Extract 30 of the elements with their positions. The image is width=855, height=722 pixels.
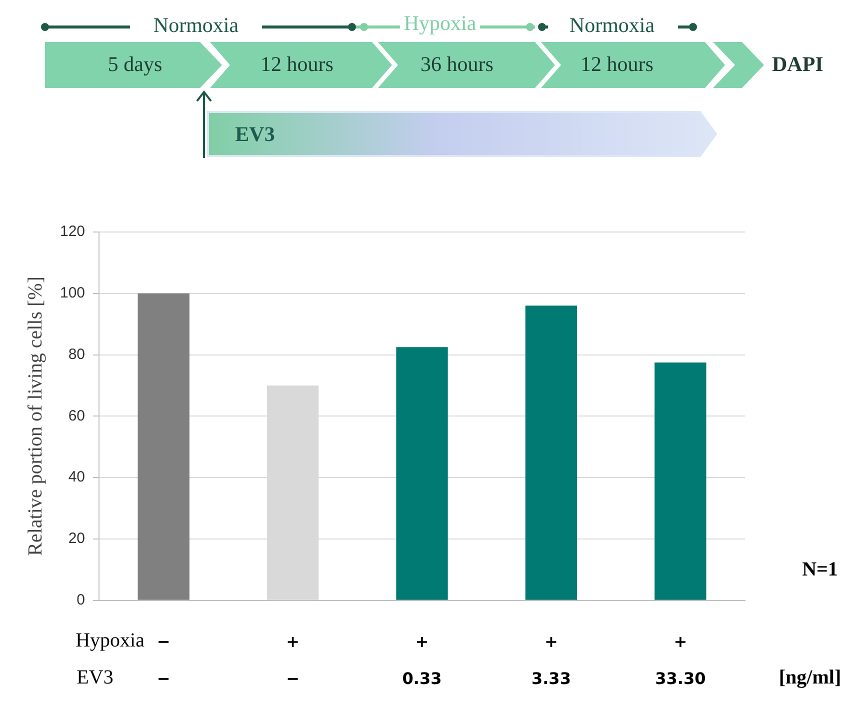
- x-tick-label: + 3.33: [531, 632, 571, 688]
- text: 12 hours: [260, 52, 334, 76]
- bar: [138, 293, 190, 600]
- text: N=1: [802, 558, 838, 581]
- text: Hypoxia: [76, 630, 145, 652]
- y-tick-label: 80: [68, 346, 86, 363]
- text: EV3: [76, 666, 114, 689]
- x-tick-label: − −: [156, 632, 170, 688]
- text: EV3: [235, 122, 275, 146]
- bar: [396, 347, 448, 600]
- x-tick-label: + 33.30: [655, 632, 706, 688]
- text: Hypoxia: [404, 10, 477, 35]
- y-tick-label: 60: [68, 407, 86, 424]
- y-tick-label: 120: [60, 223, 86, 240]
- text: 5 days: [108, 52, 162, 76]
- y-tick-label: 40: [68, 468, 86, 486]
- text: 36 hours: [420, 52, 494, 76]
- y-tick-label: 20: [68, 530, 86, 548]
- text: Normoxia: [569, 12, 656, 37]
- x-tick-label: + −: [286, 632, 300, 688]
- text: DAPI: [772, 52, 824, 76]
- text: [ng/ml]: [778, 666, 842, 689]
- y-tick-label: 0: [76, 592, 86, 609]
- bar: [654, 362, 706, 600]
- y-axis-title: Relative portion of living cells [%]: [24, 276, 46, 556]
- bar: [525, 306, 578, 600]
- x-tick-label: + 0.33: [402, 632, 442, 688]
- text: 12 hours: [580, 52, 654, 76]
- y-tick-label: 100: [60, 284, 86, 302]
- text: Normoxia: [153, 12, 240, 37]
